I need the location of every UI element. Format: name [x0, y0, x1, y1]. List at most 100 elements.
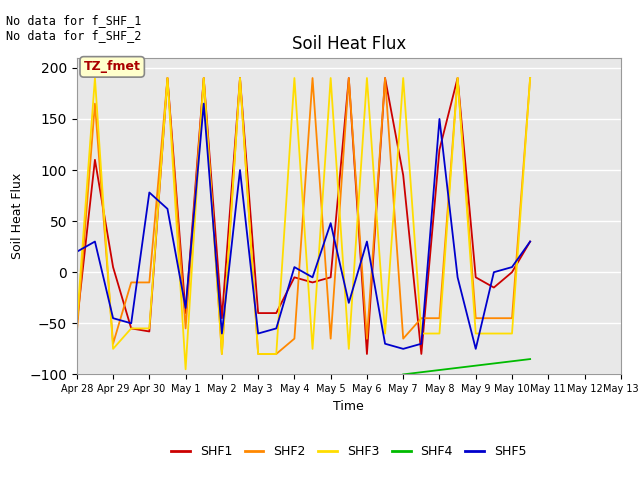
SHF2	[127, 279, 135, 285]
SHF3	[200, 75, 207, 81]
SHF2	[436, 315, 444, 321]
SHF2	[291, 336, 298, 341]
SHF3	[145, 325, 153, 331]
SHF3	[454, 75, 461, 81]
SHF5	[73, 249, 81, 255]
SHF1	[417, 351, 425, 357]
SHF5	[91, 239, 99, 244]
SHF2	[254, 351, 262, 357]
SHF2	[472, 315, 479, 321]
SHF3	[327, 75, 335, 81]
SHF2	[454, 75, 461, 81]
SHF2	[200, 75, 207, 81]
SHF4	[399, 372, 407, 377]
SHF2	[363, 336, 371, 341]
SHF1	[218, 315, 226, 321]
Line: SHF5: SHF5	[77, 104, 530, 349]
SHF5	[490, 269, 498, 275]
SHF5	[381, 341, 389, 347]
SHF1	[490, 285, 498, 290]
SHF1	[472, 275, 479, 280]
SHF1	[127, 325, 135, 331]
SHF5	[508, 264, 516, 270]
SHF5	[127, 321, 135, 326]
SHF5	[200, 101, 207, 107]
SHF1	[182, 310, 189, 316]
Line: SHF2: SHF2	[77, 78, 530, 354]
SHF3	[508, 331, 516, 336]
SHF5	[472, 346, 479, 352]
SHF5	[345, 300, 353, 306]
SHF1	[327, 275, 335, 280]
SHF1	[236, 75, 244, 81]
SHF2	[508, 315, 516, 321]
SHF1	[200, 75, 207, 81]
SHF3	[308, 346, 316, 352]
SHF5	[145, 190, 153, 195]
SHF3	[109, 346, 117, 352]
SHF2	[327, 336, 335, 341]
SHF2	[109, 341, 117, 347]
Line: SHF3: SHF3	[77, 78, 530, 369]
SHF3	[417, 331, 425, 336]
Title: Soil Heat Flux: Soil Heat Flux	[292, 35, 406, 53]
SHF3	[472, 331, 479, 336]
SHF5	[308, 275, 316, 280]
SHF1	[526, 239, 534, 244]
SHF4	[526, 356, 534, 362]
SHF5	[327, 220, 335, 226]
Line: SHF4: SHF4	[403, 359, 530, 374]
Text: No data for f_SHF_1
No data for f_SHF_2: No data for f_SHF_1 No data for f_SHF_2	[6, 14, 142, 42]
SHF5	[109, 315, 117, 321]
SHF1	[454, 75, 461, 81]
SHF5	[218, 331, 226, 336]
SHF1	[508, 269, 516, 275]
SHF2	[164, 75, 172, 81]
SHF2	[145, 279, 153, 285]
SHF3	[164, 75, 172, 81]
SHF1	[273, 310, 280, 316]
SHF2	[345, 75, 353, 81]
SHF3	[273, 351, 280, 357]
SHF2	[236, 75, 244, 81]
Line: SHF1: SHF1	[77, 78, 530, 354]
SHF1	[308, 279, 316, 285]
Text: TZ_fmet: TZ_fmet	[84, 60, 141, 73]
SHF1	[109, 264, 117, 270]
SHF3	[399, 75, 407, 81]
SHF5	[254, 331, 262, 336]
SHF1	[291, 275, 298, 280]
SHF2	[490, 315, 498, 321]
SHF3	[91, 75, 99, 81]
SHF2	[308, 75, 316, 81]
SHF1	[399, 172, 407, 178]
SHF3	[218, 351, 226, 357]
SHF3	[381, 331, 389, 336]
SHF1	[91, 157, 99, 163]
SHF5	[436, 116, 444, 122]
SHF3	[254, 351, 262, 357]
SHF1	[145, 329, 153, 335]
SHF2	[526, 75, 534, 81]
SHF5	[164, 206, 172, 212]
SHF3	[526, 75, 534, 81]
Legend: SHF1, SHF2, SHF3, SHF4, SHF5: SHF1, SHF2, SHF3, SHF4, SHF5	[166, 440, 532, 463]
SHF2	[399, 336, 407, 341]
SHF2	[73, 331, 81, 336]
SHF3	[345, 346, 353, 352]
SHF1	[381, 75, 389, 81]
SHF5	[399, 346, 407, 352]
SHF1	[254, 310, 262, 316]
Y-axis label: Soil Heat Flux: Soil Heat Flux	[10, 173, 24, 259]
SHF2	[381, 75, 389, 81]
SHF2	[273, 351, 280, 357]
SHF3	[363, 75, 371, 81]
SHF3	[490, 331, 498, 336]
SHF2	[218, 351, 226, 357]
SHF1	[436, 147, 444, 153]
SHF5	[273, 325, 280, 331]
SHF5	[236, 167, 244, 173]
X-axis label: Time: Time	[333, 400, 364, 413]
SHF1	[345, 75, 353, 81]
SHF5	[454, 275, 461, 280]
